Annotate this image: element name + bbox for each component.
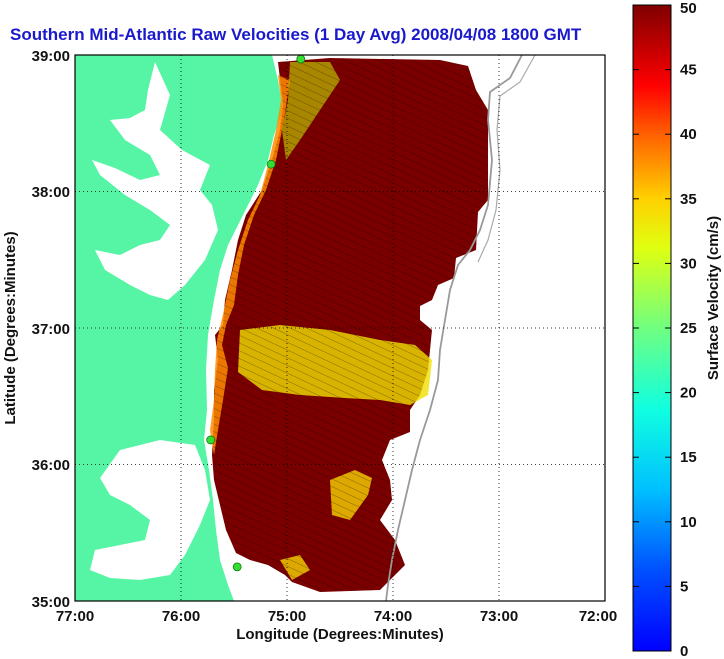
bay-water bbox=[92, 62, 218, 300]
colorbar-tick-label: 25 bbox=[680, 320, 697, 337]
station-marker bbox=[266, 159, 276, 169]
grid bbox=[75, 55, 605, 601]
colorbar-label: Surface Velocity (cm/s) bbox=[705, 216, 722, 380]
shelf-contour bbox=[385, 55, 523, 601]
x-tick-label: 77:00 bbox=[56, 608, 94, 625]
x-ticks: 77:00 76:00 75:00 74:00 73:00 72:00 bbox=[56, 608, 617, 625]
x-tick-label: 72:00 bbox=[579, 608, 617, 625]
y-tick-label: 36:00 bbox=[32, 457, 70, 474]
sound-water bbox=[90, 440, 210, 580]
chart-title: Southern Mid-Atlantic Raw Velocities (1 … bbox=[10, 25, 582, 44]
station-marker bbox=[206, 435, 216, 445]
y-tick-label: 39:00 bbox=[32, 48, 70, 65]
colorbar-tick-label: 20 bbox=[680, 385, 697, 402]
y-tick-label: 38:00 bbox=[32, 184, 70, 201]
colorbar-tick-label: 50 bbox=[680, 0, 697, 17]
x-tick-label: 74:00 bbox=[374, 608, 412, 625]
colorbar-tick-label: 0 bbox=[680, 643, 688, 659]
x-tick-label: 76:00 bbox=[162, 608, 200, 625]
colorbar-tick-label: 35 bbox=[680, 191, 697, 208]
x-tick-label: 73:00 bbox=[480, 608, 518, 625]
colorbar-tick-label: 45 bbox=[680, 62, 697, 79]
colorbar-tick-label: 15 bbox=[680, 449, 697, 466]
station-marker bbox=[232, 562, 242, 572]
y-tick-label: 37:00 bbox=[32, 321, 70, 338]
shelf-contour-2 bbox=[477, 55, 536, 263]
colorbar-tick-label: 10 bbox=[680, 514, 697, 531]
station-marker bbox=[296, 54, 306, 64]
x-tick-label: 75:00 bbox=[268, 608, 306, 625]
colorbar-tick-label: 30 bbox=[680, 255, 697, 272]
plot-frame bbox=[74, 54, 606, 602]
y-tick-label: 35:00 bbox=[32, 594, 70, 611]
colorbar-ticks: 0 5 10 15 20 25 30 35 40 45 50 bbox=[633, 0, 697, 659]
colorbar bbox=[632, 4, 672, 652]
colorbar-tick-label: 5 bbox=[680, 578, 688, 595]
station-markers bbox=[206, 54, 306, 572]
colorbar-tick-label: 40 bbox=[680, 126, 697, 143]
y-axis-label: Latitude (Degrees:Minutes) bbox=[2, 231, 19, 424]
y-ticks: 35:00 36:00 37:00 38:00 39:00 bbox=[32, 48, 70, 611]
x-axis-label: Longitude (Degrees:Minutes) bbox=[236, 626, 444, 643]
